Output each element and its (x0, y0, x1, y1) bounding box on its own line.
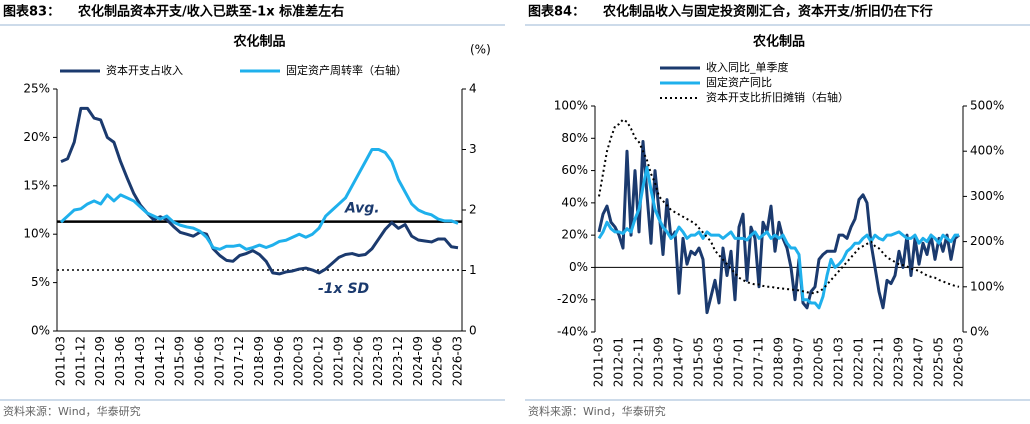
x-tick-label: 2024-07 (912, 337, 926, 387)
x-tick-label: 2014-12 (153, 336, 167, 386)
x-tick-label: 2018-09 (772, 337, 786, 387)
y-tick-label: 10% (23, 227, 50, 241)
x-tick-label: 2013-06 (113, 336, 127, 386)
x-tick-label: 2017-03 (212, 336, 226, 386)
x-tick-label: 2020-05 (812, 337, 826, 387)
x-tick-label: 2014-07 (672, 337, 686, 387)
x-tick-label: 2015-09 (173, 336, 187, 386)
x-tick-label: 2024-09 (411, 336, 425, 386)
x-tick-label: 2022-01 (852, 337, 866, 387)
x-tick-label: 2025-06 (431, 336, 445, 386)
y-tick-label: 60% (561, 163, 588, 177)
x-tick-label: 2016-06 (192, 336, 206, 386)
y-tick-label: 20% (561, 228, 588, 242)
figure-title: 农化制品收入与固定投资刚汇合，资本开支/折旧仍在下行 (602, 4, 933, 20)
series-line (597, 140, 960, 315)
y2-tick-label: 3 (469, 142, 477, 156)
x-tick-label: 2017-12 (232, 336, 246, 386)
x-tick-label: 2021-09 (331, 336, 345, 386)
legend-label: 收入同比_单季度 (706, 60, 789, 74)
y2-tick-label: 500% (970, 99, 1004, 113)
x-tick-label: 2014-03 (133, 336, 147, 386)
y2-tick-label: 100% (970, 279, 1004, 293)
y-tick-label: -20% (557, 292, 588, 306)
x-tick-label: 2025-05 (932, 337, 946, 387)
y-tick-label: 5% (31, 275, 50, 289)
x-tick-label: 2017-11 (752, 337, 766, 387)
source: 资料来源：Wind，华泰研究 (528, 404, 666, 418)
x-tick-label: 2026-03 (952, 337, 966, 387)
y-tick-label: 80% (561, 131, 588, 145)
x-tick-label: 2016-03 (712, 337, 726, 387)
x-tick-label: 2012-01 (612, 337, 626, 387)
series-line (60, 106, 459, 276)
y-tick-label: 20% (23, 130, 50, 144)
x-tick-label: 2023-09 (892, 337, 906, 387)
x-tick-label: 2019-07 (792, 337, 806, 387)
x-tick-label: 2015-05 (692, 337, 706, 387)
x-tick-label: 2019-06 (272, 336, 286, 386)
y2-tick-label: 300% (970, 189, 1004, 203)
y-tick-label: 40% (561, 195, 588, 209)
x-tick-label: 2023-12 (391, 336, 405, 386)
y2-tick-label: 2 (469, 203, 477, 217)
y-tick-label: 100% (554, 99, 588, 113)
x-tick-label: 2026-03 (451, 336, 465, 386)
chart-title: 农化制品 (752, 34, 805, 50)
series-line (597, 165, 959, 310)
y-tick-label: 0% (569, 260, 588, 274)
figure-title: 农化制品资本开支/收入已跌至-1x 标准差左右 (77, 4, 344, 20)
x-tick-label: 2020-12 (312, 336, 326, 386)
y-tick-label: 0% (31, 324, 50, 338)
legend-label: 资本开支比折旧摊销（右轴） (706, 90, 849, 104)
y2-tick-label: 200% (970, 234, 1004, 248)
y2-tick-label: 0 (469, 324, 477, 338)
y2-tick-label: 0% (970, 325, 989, 339)
x-tick-label: 2021-03 (832, 337, 846, 387)
y-tick-label: 15% (23, 178, 50, 192)
figure-label: 图表83： (3, 4, 60, 20)
x-tick-label: 2018-09 (252, 336, 266, 386)
y2-tick-label: 1 (469, 263, 477, 277)
source: 资料来源：Wind，华泰研究 (3, 404, 141, 418)
x-tick-label: 2013-09 (652, 337, 666, 387)
series-line (59, 148, 459, 251)
legend-label: 固定资产同比 (706, 75, 772, 89)
y2-tick-label: 400% (970, 144, 1004, 158)
x-tick-label: 2011-12 (73, 336, 87, 386)
x-tick-label: 2012-09 (93, 336, 107, 386)
y2-unit-label: (%) (470, 43, 491, 57)
legend-label: 资本开支占收入 (106, 63, 183, 77)
x-tick-label: 2023-03 (371, 336, 385, 386)
y-tick-label: -40% (557, 325, 588, 339)
y2-tick-label: 4 (469, 82, 477, 96)
x-tick-label: 2017-01 (732, 337, 746, 387)
x-tick-label: 2020-03 (292, 336, 306, 386)
reference-label: -1x SD (318, 281, 369, 297)
legend-label: 固定资产周转率（右轴） (286, 63, 407, 77)
x-tick-label: 2011-03 (592, 337, 606, 387)
x-tick-label: 2012-11 (632, 337, 646, 387)
y-tick-label: 25% (23, 82, 50, 96)
series-line (598, 118, 960, 295)
reference-label: Avg. (344, 201, 380, 217)
x-tick-label: 2022-06 (351, 336, 365, 386)
chart-title: 农化制品 (232, 34, 285, 50)
x-tick-label: 2011-03 (54, 336, 68, 386)
figure-label: 图表84： (528, 4, 585, 20)
x-tick-label: 2022-11 (872, 337, 886, 387)
